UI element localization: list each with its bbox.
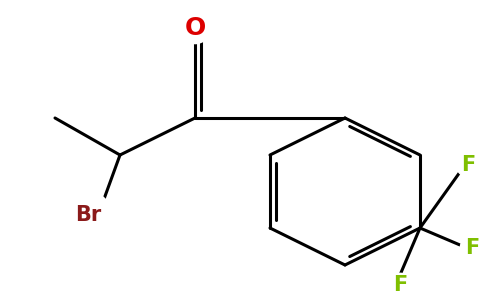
Text: F: F: [393, 275, 407, 295]
Text: F: F: [465, 238, 479, 258]
Circle shape: [388, 273, 412, 297]
Text: O: O: [184, 16, 206, 40]
Circle shape: [64, 192, 111, 239]
Text: Br: Br: [75, 205, 101, 225]
Circle shape: [460, 236, 484, 260]
Circle shape: [180, 12, 211, 44]
Text: F: F: [461, 155, 475, 175]
Circle shape: [456, 153, 480, 177]
